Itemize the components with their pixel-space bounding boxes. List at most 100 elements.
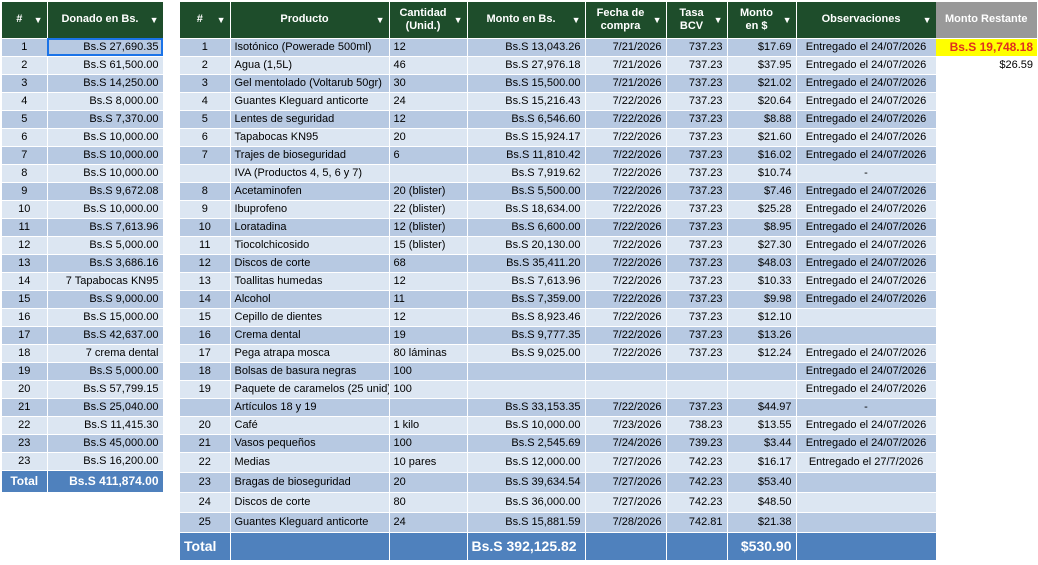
- purchase-notes-cell[interactable]: [796, 326, 937, 345]
- purchase-product-cell[interactable]: Discos de corte: [230, 492, 390, 513]
- purchase-date-cell[interactable]: 7/21/2026: [585, 38, 667, 57]
- purchase-date-cell[interactable]: 7/22/2026: [585, 236, 667, 255]
- purchase-amount-cell[interactable]: Bs.S 12,000.00: [467, 452, 586, 473]
- purchase-amount-cell[interactable]: Bs.S 7,359.00: [467, 290, 586, 309]
- chevron-down-icon[interactable]: ▼: [571, 14, 581, 25]
- purchase-usd-cell[interactable]: $16.02: [727, 146, 797, 165]
- donation-index-cell[interactable]: 7: [2, 146, 48, 165]
- purchase-rate-cell[interactable]: 737.23: [666, 110, 728, 129]
- purchase-notes-cell[interactable]: Entregado el 24/07/2026: [796, 290, 937, 309]
- donation-amount-cell[interactable]: Bs.S 5,000.00: [47, 236, 164, 255]
- purchase-date-cell[interactable]: 7/22/2026: [585, 326, 667, 345]
- purchase-date-cell[interactable]: 7/22/2026: [585, 110, 667, 129]
- purchase-notes-cell[interactable]: Entregado el 24/07/2026: [796, 128, 937, 147]
- donation-index-cell[interactable]: 1: [2, 38, 48, 57]
- purchase-notes-cell[interactable]: Entregado el 24/07/2026: [796, 74, 937, 93]
- donation-amount-cell[interactable]: Bs.S 15,000.00: [47, 308, 164, 327]
- purchase-amount-cell[interactable]: Bs.S 6,600.00: [467, 218, 586, 237]
- purchase-notes-cell[interactable]: Entregado el 24/07/2026: [796, 272, 937, 291]
- purchase-notes-cell[interactable]: [796, 472, 937, 493]
- purchase-quantity-cell[interactable]: 80 láminas: [389, 344, 468, 363]
- remaining-bs-value[interactable]: Bs.S 19,748.18: [936, 38, 1037, 56]
- purchase-product-cell[interactable]: Isotónico (Powerade 500ml): [230, 38, 390, 57]
- purchase-product-cell[interactable]: Loratadina: [230, 218, 390, 237]
- purchase-date-cell[interactable]: 7/21/2026: [585, 56, 667, 75]
- purchase-usd-cell[interactable]: $3.44: [727, 434, 797, 453]
- purchase-rate-cell[interactable]: 737.23: [666, 218, 728, 237]
- purchase-notes-cell[interactable]: Entregado el 24/07/2026: [796, 92, 937, 111]
- purchase-usd-cell[interactable]: $9.98: [727, 290, 797, 309]
- purchase-product-cell[interactable]: IVA (Productos 4, 5, 6 y 7): [230, 164, 390, 183]
- donation-amount-cell[interactable]: Bs.S 7,370.00: [47, 110, 164, 129]
- purchase-notes-cell[interactable]: Entregado el 24/07/2026: [796, 200, 937, 219]
- purchase-index-cell[interactable]: 1: [180, 38, 231, 57]
- purchase-date-cell[interactable]: 7/22/2026: [585, 290, 667, 309]
- purchase-usd-cell[interactable]: $7.46: [727, 182, 797, 201]
- purchase-rate-cell[interactable]: 737.23: [666, 290, 728, 309]
- purchase-amount-cell[interactable]: Bs.S 18,634.00: [467, 200, 586, 219]
- purchase-product-cell[interactable]: Acetaminofen: [230, 182, 390, 201]
- purchase-quantity-cell[interactable]: 24: [389, 512, 468, 533]
- donation-index-cell[interactable]: 21: [2, 398, 48, 417]
- purchase-notes-cell[interactable]: Entregado el 24/07/2026: [796, 110, 937, 129]
- purchase-index-cell[interactable]: 4: [180, 92, 231, 111]
- purchase-product-cell[interactable]: Crema dental: [230, 326, 390, 345]
- chevron-down-icon[interactable]: ▼: [375, 14, 385, 25]
- purchase-quantity-cell[interactable]: [389, 164, 468, 183]
- purchase-rate-cell[interactable]: 737.23: [666, 56, 728, 75]
- purchase-notes-cell[interactable]: Entregado el 27/7/2026: [796, 452, 937, 473]
- purchase-date-cell[interactable]: 7/22/2026: [585, 182, 667, 201]
- purchase-amount-cell[interactable]: Bs.S 6,546.60: [467, 110, 586, 129]
- donation-index-cell[interactable]: 5: [2, 110, 48, 129]
- purchase-product-cell[interactable]: Medias: [230, 452, 390, 473]
- donations-header-index[interactable]: # ▼: [2, 2, 48, 39]
- purchase-date-cell[interactable]: 7/27/2026: [585, 492, 667, 513]
- purchase-index-cell[interactable]: 5: [180, 110, 231, 129]
- donation-index-cell[interactable]: 20: [2, 380, 48, 399]
- donation-amount-cell[interactable]: Bs.S 25,040.00: [47, 398, 164, 417]
- chevron-down-icon[interactable]: ▼: [149, 14, 159, 25]
- purchase-amount-cell[interactable]: [467, 380, 586, 399]
- purchase-amount-cell[interactable]: Bs.S 15,500.00: [467, 74, 586, 93]
- donation-amount-cell[interactable]: Bs.S 10,000.00: [47, 200, 164, 219]
- donation-amount-cell[interactable]: 7 crema dental: [47, 344, 164, 363]
- purchase-amount-cell[interactable]: Bs.S 27,976.18: [467, 56, 586, 75]
- purchase-notes-cell[interactable]: Entregado el 24/07/2026: [796, 434, 937, 453]
- purchase-rate-cell[interactable]: 737.23: [666, 38, 728, 57]
- purchase-usd-cell[interactable]: [727, 380, 797, 399]
- purchase-notes-cell[interactable]: Entregado el 24/07/2026: [796, 254, 937, 273]
- purchase-rate-cell[interactable]: 737.23: [666, 182, 728, 201]
- purchase-usd-cell[interactable]: $10.74: [727, 164, 797, 183]
- purchase-index-cell[interactable]: 23: [180, 472, 231, 493]
- cell[interactable]: [666, 532, 728, 561]
- purchase-amount-cell[interactable]: Bs.S 15,216.43: [467, 92, 586, 111]
- purchase-rate-cell[interactable]: 737.23: [666, 308, 728, 327]
- purchase-index-cell[interactable]: [180, 398, 231, 417]
- purchase-rate-cell[interactable]: 737.23: [666, 146, 728, 165]
- purchases-total-usd[interactable]: $530.90: [727, 532, 797, 561]
- purchase-index-cell[interactable]: 21: [180, 434, 231, 453]
- donation-index-cell[interactable]: 9: [2, 182, 48, 201]
- purchase-index-cell[interactable]: 3: [180, 74, 231, 93]
- purchase-notes-cell[interactable]: Entregado el 24/07/2026: [796, 38, 937, 57]
- purchase-quantity-cell[interactable]: 12 (blister): [389, 218, 468, 237]
- purchase-rate-cell[interactable]: 742.23: [666, 472, 728, 493]
- donation-amount-cell[interactable]: Bs.S 27,690.35: [47, 38, 164, 57]
- donation-index-cell[interactable]: 15: [2, 290, 48, 309]
- purchases-total-amount[interactable]: Bs.S 392,125.82: [467, 532, 586, 561]
- cell[interactable]: [230, 532, 390, 561]
- purchase-quantity-cell[interactable]: 10 pares: [389, 452, 468, 473]
- purchase-rate-cell[interactable]: 742.23: [666, 492, 728, 513]
- donation-amount-cell[interactable]: Bs.S 10,000.00: [47, 128, 164, 147]
- donation-amount-cell[interactable]: Bs.S 9,000.00: [47, 290, 164, 309]
- purchase-product-cell[interactable]: Artículos 18 y 19: [230, 398, 390, 417]
- purchase-amount-cell[interactable]: [467, 362, 586, 381]
- purchase-index-cell[interactable]: 15: [180, 308, 231, 327]
- purchase-quantity-cell[interactable]: 12: [389, 272, 468, 291]
- purchase-quantity-cell[interactable]: 12: [389, 110, 468, 129]
- purchase-usd-cell[interactable]: $44.97: [727, 398, 797, 417]
- purchase-index-cell[interactable]: 10: [180, 218, 231, 237]
- purchase-amount-cell[interactable]: Bs.S 13,043.26: [467, 38, 586, 57]
- purchase-date-cell[interactable]: 7/22/2026: [585, 128, 667, 147]
- purchase-amount-cell[interactable]: Bs.S 7,919.62: [467, 164, 586, 183]
